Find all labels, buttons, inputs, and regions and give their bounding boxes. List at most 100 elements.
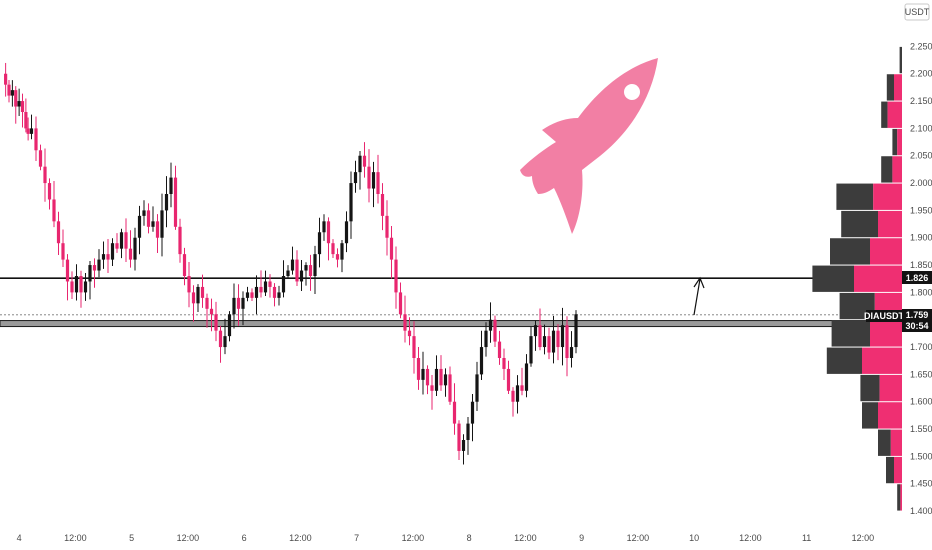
- profile-bar-up: [830, 238, 870, 265]
- candle-body-down: [79, 276, 83, 293]
- candle-body-up: [151, 221, 155, 227]
- x-tick-label: 5: [129, 533, 134, 543]
- y-tick-label: 1.650: [910, 369, 932, 379]
- currency-label: USDT: [905, 7, 930, 17]
- x-tick-label: 9: [579, 533, 584, 543]
- candle-body-down: [367, 166, 371, 189]
- candle-body-down: [115, 243, 119, 249]
- candle-body-down: [425, 368, 430, 386]
- candle-body-up: [83, 281, 88, 293]
- profile-bar-down: [873, 183, 902, 210]
- candle-body-down: [187, 276, 191, 293]
- candle-body-down: [236, 297, 241, 309]
- candle-body-down: [92, 265, 97, 271]
- candle-body-down: [214, 314, 218, 331]
- candle-body-up: [88, 265, 92, 282]
- candle-body-up: [290, 259, 295, 271]
- candle-body-down: [389, 237, 394, 260]
- profile-bar-down: [894, 74, 902, 101]
- candle-body-up: [574, 314, 578, 348]
- profile-bar-down: [890, 429, 902, 456]
- profile-bar-down: [870, 238, 902, 265]
- candle-body-down: [295, 259, 299, 282]
- candle-body-up: [529, 336, 533, 364]
- x-tick-label: 12:00: [739, 533, 762, 543]
- candle-body-down: [4, 73, 8, 85]
- candle-body-up: [542, 336, 547, 348]
- candle-body-up: [466, 423, 470, 440]
- price-tags: DIAUSDT 1.759 30:54 1.826: [864, 271, 932, 332]
- candle-body-down: [362, 155, 367, 167]
- candle-body-up: [160, 210, 164, 238]
- currency-badge: [904, 3, 930, 21]
- candle-body-down: [52, 199, 56, 222]
- level-price-value: 1.826: [906, 273, 929, 283]
- candle-body-up: [340, 243, 344, 260]
- profile-bar-up: [878, 429, 891, 456]
- candle-body-down: [326, 221, 331, 244]
- y-tick-label: 1.850: [910, 260, 932, 270]
- candle-body-up: [551, 330, 556, 353]
- candle-body-up: [434, 368, 439, 391]
- profile-bar-down: [900, 484, 902, 511]
- candle-body-up: [281, 276, 286, 293]
- candle-body-up: [286, 270, 290, 276]
- profile-bar-up: [881, 101, 888, 128]
- y-tick-label: 2.100: [910, 123, 932, 133]
- candle-body-up: [515, 385, 520, 402]
- y-tick-label: 1.600: [910, 397, 932, 407]
- candle-body-down: [394, 259, 398, 293]
- candle-body-up: [245, 292, 250, 298]
- candle-body-down: [106, 254, 110, 260]
- candle-body-down: [14, 90, 18, 107]
- x-tick-label: 6: [242, 533, 247, 543]
- candle-body-up: [227, 314, 232, 337]
- arrow-annotation[interactable]: [693, 276, 705, 316]
- profile-bar-up: [899, 46, 902, 74]
- profile-bar-up: [836, 183, 874, 210]
- candle-body-up: [353, 172, 358, 184]
- candle-body-down: [56, 221, 61, 244]
- candle-body-down: [439, 368, 443, 386]
- profile-bar-down: [878, 402, 902, 429]
- candle-body-down: [268, 281, 272, 287]
- x-tick-label: 7: [354, 533, 359, 543]
- profile-bar-down: [854, 265, 902, 292]
- candles: [4, 62, 578, 465]
- countdown-value: 30:54: [905, 321, 928, 331]
- candle-body-down: [128, 248, 133, 260]
- candle-body-up: [524, 363, 529, 391]
- candle-body-down: [502, 358, 506, 369]
- candle-body-down: [146, 210, 151, 227]
- candle-body-up: [101, 254, 106, 260]
- profile-bar-up: [812, 265, 854, 292]
- candle-body-down: [407, 330, 412, 337]
- candle-body-down: [308, 265, 313, 276]
- profile-bar-down: [894, 456, 902, 484]
- candle-body-down: [452, 401, 457, 424]
- candle-body-up: [299, 270, 304, 282]
- candle-body-down: [61, 243, 65, 260]
- candle-body-up: [484, 330, 488, 348]
- horizontal-levels: [0, 277, 903, 328]
- profile-bar-down: [887, 101, 902, 128]
- volume-profile: [812, 46, 902, 511]
- y-tick-label: 2.250: [910, 41, 932, 51]
- x-tick-label: 12:00: [627, 533, 650, 543]
- x-tick-label: 12:00: [289, 533, 312, 543]
- candle-body-down: [538, 325, 542, 348]
- candle-body-up: [371, 172, 376, 189]
- candle-body-up: [232, 297, 236, 315]
- candle-body-down: [385, 215, 389, 238]
- profile-bar-down: [879, 374, 902, 402]
- x-tick-label: 12:00: [514, 533, 537, 543]
- candle-body-up: [74, 276, 79, 293]
- candle-body-up: [349, 183, 353, 222]
- candle-body-up: [479, 347, 484, 375]
- candle-body-up: [10, 90, 14, 96]
- candle-body-up: [169, 177, 173, 194]
- candle-body-down: [7, 84, 11, 96]
- candle-body-down: [547, 336, 551, 353]
- candle-body-down: [124, 232, 128, 249]
